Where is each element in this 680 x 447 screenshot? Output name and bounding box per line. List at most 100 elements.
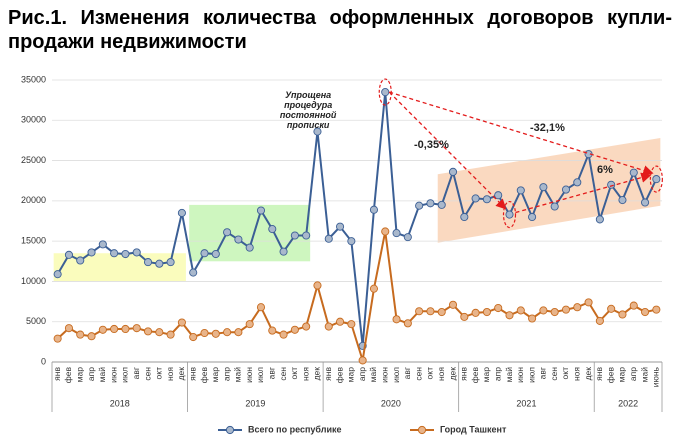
point [573, 303, 582, 312]
point [200, 328, 209, 338]
y-tick-label: 10000 [21, 276, 46, 286]
point [347, 237, 356, 246]
point [302, 322, 311, 331]
x-tick-label: июл [526, 367, 536, 383]
point [403, 233, 412, 242]
point [177, 208, 186, 217]
y-tick-label: 0 [41, 356, 46, 366]
x-tick-label: мар [74, 367, 84, 383]
x-tick-label: июнь [651, 366, 661, 387]
x-tick-label: апр [86, 367, 96, 381]
point [121, 324, 130, 334]
x-tick-label: окт [425, 367, 435, 380]
point [516, 306, 525, 315]
point [279, 330, 288, 339]
y-tick-label: 25000 [21, 155, 46, 165]
x-tick-label: авг [131, 367, 141, 379]
point [595, 316, 604, 325]
x-tick-label: апр [221, 367, 231, 381]
point [110, 324, 119, 334]
point [539, 306, 548, 315]
x-tick-label: июн [379, 367, 389, 383]
x-tick-label: янв [52, 367, 62, 381]
point [200, 249, 209, 258]
point [437, 200, 446, 209]
point [245, 243, 254, 252]
x-tick-label: мар [210, 367, 220, 383]
point [121, 249, 130, 259]
point [189, 268, 198, 277]
point [234, 235, 243, 244]
point [256, 206, 266, 215]
band-2019 [189, 204, 311, 262]
y-tick-label: 20000 [21, 195, 46, 205]
point [561, 185, 571, 194]
x-tick-label: фев [334, 367, 344, 384]
point [595, 215, 604, 224]
point [347, 320, 356, 329]
point [166, 330, 175, 339]
point [550, 202, 559, 211]
year-label: 2019 [245, 398, 265, 408]
y-tick-label: 15000 [21, 236, 46, 246]
x-tick-label: июл [120, 367, 130, 383]
annotation: -0,35% [414, 139, 449, 151]
x-tick-label: апр [357, 367, 367, 381]
point [324, 234, 333, 243]
point [268, 326, 277, 335]
x-tick-label: сен [278, 367, 288, 381]
x-tick-label: дек [447, 367, 457, 381]
x-tick-label: апр [628, 367, 638, 381]
point [87, 332, 96, 341]
point [279, 247, 288, 256]
x-tick-label: сен [549, 367, 559, 381]
point [392, 315, 401, 324]
point [426, 199, 435, 208]
point [460, 212, 469, 222]
point [415, 201, 424, 210]
point [516, 186, 525, 195]
point [143, 327, 153, 336]
point [448, 300, 458, 309]
point [358, 356, 367, 365]
point [166, 258, 175, 267]
point [369, 205, 378, 214]
x-tick-label: ноя [300, 367, 310, 381]
point [313, 127, 322, 136]
x-tick-label: янв [187, 367, 197, 381]
legend-marker [417, 425, 427, 435]
point [369, 284, 378, 293]
point [471, 308, 480, 317]
point [110, 249, 119, 258]
x-tick-label: май [368, 367, 378, 383]
point [629, 301, 638, 310]
x-tick-label: фев [63, 367, 73, 384]
x-tick-label: апр [492, 367, 502, 381]
point [381, 88, 390, 97]
x-tick-label: дек [312, 367, 322, 381]
point [584, 298, 593, 307]
point [460, 312, 469, 321]
point [381, 227, 390, 236]
point [528, 314, 537, 323]
point [607, 304, 616, 313]
year-label: 2018 [110, 398, 130, 408]
point [471, 194, 480, 203]
x-tick-label: окт [560, 367, 570, 380]
y-tick-label: 35000 [21, 74, 46, 84]
point [618, 196, 627, 205]
point [290, 325, 299, 334]
bands [53, 138, 661, 282]
annotation: Упрощена процедура постоянной прописки [280, 90, 337, 130]
x-tick-label: авг [402, 367, 412, 379]
point [143, 258, 153, 267]
x-tick-label: июн [108, 367, 118, 383]
band-trend [437, 138, 661, 243]
point [211, 249, 220, 259]
point [155, 328, 164, 337]
point [573, 178, 582, 187]
point [324, 322, 333, 331]
point [336, 222, 345, 231]
